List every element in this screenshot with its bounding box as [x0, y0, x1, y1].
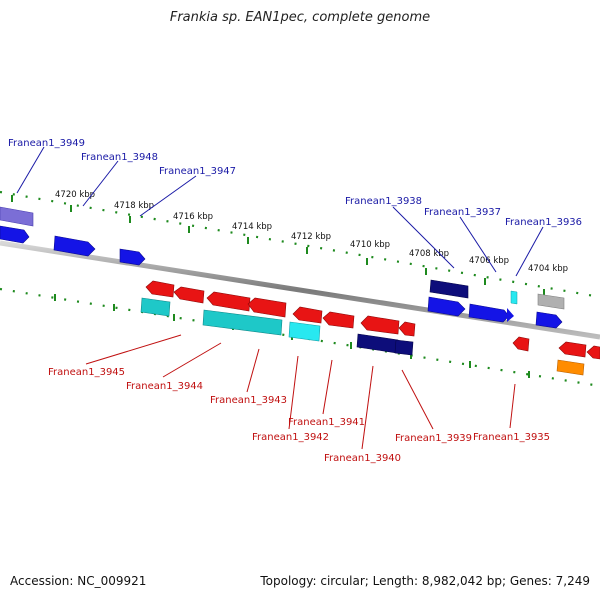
upper-strand-genes — [0, 206, 565, 329]
scale-label: 4712 kbp — [291, 232, 331, 242]
gene-arrow[interactable] — [429, 279, 469, 299]
scale-label: 4708 kbp — [409, 249, 449, 259]
upper-major-ticks — [11, 195, 545, 296]
gene-arrow[interactable] — [119, 248, 146, 266]
gene-label[interactable]: Franean1_3948 — [81, 152, 158, 163]
gene-arrow[interactable] — [0, 225, 30, 244]
gene-arrow[interactable] — [507, 308, 514, 322]
gene-arrow[interactable] — [53, 235, 96, 257]
genome-summary: Topology: circular; Length: 8,982,042 bp… — [260, 574, 590, 588]
scale-label: 4720 kbp — [55, 190, 95, 200]
gene-arrow[interactable] — [535, 311, 563, 329]
scale-label: 4718 kbp — [114, 201, 154, 211]
gene-arrow[interactable] — [398, 321, 416, 337]
gene-label[interactable]: Franean1_3944 — [126, 381, 203, 392]
gene-arrow[interactable] — [394, 339, 414, 356]
gene-arrow[interactable] — [427, 296, 466, 317]
gene-label[interactable]: Franean1_3945 — [48, 367, 125, 378]
upper-scale-line — [0, 190, 600, 299]
gene-label[interactable]: Franean1_3936 — [505, 217, 582, 228]
gene-arrow[interactable] — [512, 336, 530, 352]
lower-gene-labels: Franean1_3945 Franean1_3944 Franean1_394… — [48, 367, 550, 464]
gene-arrow[interactable] — [206, 291, 251, 312]
gene-label[interactable]: Franean1_3937 — [424, 207, 501, 218]
gene-arrow[interactable] — [140, 297, 171, 317]
scale-label: 4716 kbp — [173, 212, 213, 222]
gene-label[interactable]: Franean1_3942 — [252, 432, 329, 443]
gene-arrow[interactable] — [247, 297, 287, 318]
gene-arrow[interactable] — [356, 333, 399, 354]
accession-text: Accession: NC_009921 — [10, 574, 147, 588]
page-title: Frankia sp. EAN1pec, complete genome — [169, 10, 431, 25]
lower-leader-lines — [85, 334, 516, 450]
gene-arrow[interactable] — [292, 306, 323, 324]
upper-leader-lines — [16, 146, 544, 277]
gene-arrow[interactable] — [0, 206, 34, 227]
gene-arrow[interactable] — [537, 293, 565, 310]
gene-arrow[interactable] — [556, 359, 585, 376]
gene-arrow[interactable] — [202, 309, 283, 336]
scale-label: 4714 kbp — [232, 222, 272, 232]
gene-arrow[interactable] — [586, 345, 600, 360]
gene-label[interactable]: Franean1_3949 — [8, 138, 85, 149]
scale-label: 4710 kbp — [350, 240, 390, 250]
gene-label[interactable]: Franean1_3939 — [395, 433, 472, 444]
gene-label[interactable]: Franean1_3943 — [210, 395, 287, 406]
gene-arrow[interactable] — [145, 280, 175, 298]
gene-label[interactable]: Franean1_3941 — [288, 417, 365, 428]
gene-label[interactable]: Franean1_3947 — [159, 166, 236, 177]
genome-backbone — [0, 240, 600, 340]
gene-arrow[interactable] — [360, 315, 400, 335]
gene-arrow[interactable] — [288, 321, 321, 342]
gene-arrow[interactable] — [468, 303, 510, 323]
gene-arrow[interactable] — [173, 286, 205, 304]
upper-gene-labels: Franean1_3949 Franean1_3948 Franean1_394… — [8, 138, 582, 228]
gene-arrow[interactable] — [558, 341, 587, 358]
scale-label: 4704 kbp — [528, 264, 568, 274]
gene-label[interactable]: Franean1_3938 — [345, 196, 422, 207]
gene-arrow[interactable] — [510, 290, 518, 305]
lower-strand-genes — [140, 280, 600, 376]
gene-arrow[interactable] — [322, 311, 355, 329]
gene-label[interactable]: Franean1_3935 — [473, 432, 550, 443]
gene-label[interactable]: Franean1_3940 — [324, 453, 401, 464]
